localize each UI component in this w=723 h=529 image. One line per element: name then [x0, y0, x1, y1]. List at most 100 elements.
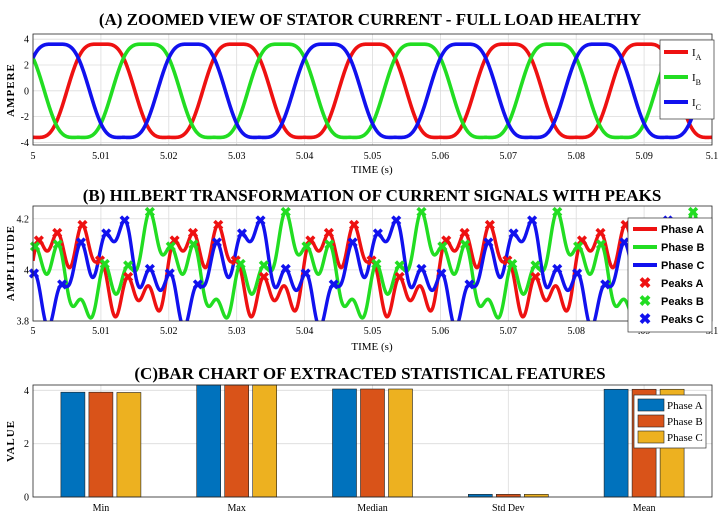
peak-marker-b: ✖: [506, 258, 518, 273]
bar-mean-phase-a: [603, 388, 629, 498]
peak-marker-b: ✖: [572, 240, 584, 255]
panel-b-y-label: AMPLITUDE: [5, 225, 17, 301]
panel-b-legend: Phase A Phase B Phase C ✖ Peaks A ✖ Peak…: [627, 217, 713, 333]
peak-marker-b: ✖: [258, 260, 270, 275]
peak-marker-a: ✖: [77, 219, 89, 234]
bar-min-phase-b: [88, 391, 114, 498]
panel-b-x-tick: 5: [31, 326, 36, 337]
panel-c-x-tick: Mean: [633, 503, 656, 514]
legend-label-ib: IB: [692, 72, 701, 87]
series-line-phase-b: [33, 210, 712, 320]
peak-marker-b: ✖: [687, 206, 699, 221]
panel-b-x-tick: 5.08: [567, 326, 585, 337]
legend-label-phase-b: Phase B: [661, 242, 704, 254]
peak-marker-c: ✖: [236, 227, 248, 242]
legend-label-ia-sub: A: [696, 53, 702, 62]
peak-marker-c: ✖: [618, 237, 630, 252]
panel-b-x-tick: 5.05: [364, 326, 382, 337]
peak-marker-c: ✖: [300, 267, 312, 282]
panel-a-y-tick: 0: [24, 86, 29, 97]
peak-marker-a: ✖: [394, 271, 406, 286]
peak-marker-b: ✖: [165, 240, 177, 255]
panel-a-x-tick: 5.01: [92, 151, 110, 162]
legend-label-phase-a: Phase A: [661, 224, 704, 236]
panel-a-x-label: TIME (s): [351, 164, 393, 176]
peak-marker-c: ✖: [372, 227, 384, 242]
bar-median-phase-c: [388, 388, 413, 498]
legend-label-ic: IC: [692, 97, 701, 112]
series-line-phase-c: [33, 218, 712, 321]
panel-b-x-tick: 5.03: [228, 326, 246, 337]
peak-marker-c: ✖: [347, 237, 359, 252]
legend-label-ib-main: I: [692, 72, 696, 84]
panel-a-x-tick: 5.02: [160, 151, 178, 162]
panel-c-y-tick: 0: [24, 493, 29, 504]
peak-marker-a: ✖: [530, 271, 542, 286]
peak-marker-b: ✖: [144, 206, 156, 221]
peak-marker-a: ✖: [94, 255, 106, 270]
legend-marker-peaks-c: ✖: [639, 312, 652, 328]
peak-marker-c: ✖: [571, 267, 583, 282]
peak-marker-c: ✖: [100, 227, 112, 242]
panel-a-legend: I A IB IC: [659, 39, 715, 120]
peak-marker-c: ✖: [211, 237, 223, 252]
panel-a-x-tick: 5.08: [567, 151, 585, 162]
panel-a-x-tick: 5.06: [432, 151, 450, 162]
panel-a-y-tick: -4: [21, 138, 29, 149]
panel-c-y-ticks: 4 2 0: [24, 386, 29, 504]
peak-marker-a: ✖: [305, 234, 317, 249]
peak-marker-b: ✖: [280, 206, 292, 221]
panel-c-x-tick: Min: [93, 503, 110, 514]
bar-max-phase-b: [224, 384, 249, 498]
legend-marker-peaks-a: ✖: [639, 276, 652, 292]
peak-marker-b: ✖: [323, 238, 335, 253]
panel-c-y-tick: 4: [24, 386, 29, 397]
panel-b-x-tick: 5.01: [92, 326, 110, 337]
peak-marker-c: ✖: [551, 263, 563, 278]
peak-marker-c: ✖: [144, 263, 156, 278]
panel-c-y-label: VALUE: [5, 420, 17, 462]
peak-marker-a: ✖: [122, 271, 134, 286]
panel-c: (C)BAR CHART OF EXTRACTED STATISTICAL FE…: [5, 364, 713, 514]
panel-b-legend-box: [627, 217, 713, 333]
panel-b-y-tick: 4.2: [17, 214, 30, 225]
panel-b-y-ticks: 4.2 4 3.8: [17, 214, 30, 327]
legend-marker-peaks-b: ✖: [639, 294, 652, 310]
panel-b: (B) HILBERT TRANSFORMATION OF CURRENT SI…: [5, 186, 718, 353]
panel-a-y-tick: -2: [21, 112, 29, 123]
peak-marker-c: ✖: [508, 227, 520, 242]
peak-marker-a: ✖: [595, 227, 607, 242]
bar-min-phase-c: [116, 392, 142, 498]
peak-marker-a: ✖: [366, 255, 378, 270]
panel-c-y-tick: 2: [24, 439, 29, 450]
legend-label-ic-main: I: [692, 97, 696, 109]
panel-a-series: [33, 42, 712, 140]
bar-max-phase-c: [252, 384, 277, 498]
peak-marker-c: ✖: [56, 279, 68, 294]
peak-marker-b: ✖: [99, 258, 111, 273]
panel-a-y-label: AMPERE: [5, 63, 17, 117]
panel-b-x-ticks: 55.015.025.035.045.055.065.075.08.095.1: [31, 326, 719, 337]
panel-a-y-ticks: 4 2 0 -2 -4: [21, 35, 29, 149]
peak-marker-c: ✖: [255, 214, 267, 229]
panel-a: (A) ZOOMED VIEW OF STATOR CURRENT - FULL…: [5, 10, 718, 176]
panel-c-x-tick: Std Dev: [492, 503, 525, 514]
panel-a-y-tick: 4: [24, 35, 29, 46]
legend-label-bar-phase-b: Phase B: [667, 416, 703, 428]
peak-marker-a: ✖: [51, 227, 63, 242]
panel-b-y-tick: 3.8: [17, 317, 30, 328]
legend-label-bar-phase-c: Phase C: [667, 432, 703, 444]
legend-swatch-bar-phase-a: [637, 398, 665, 412]
peak-marker-b: ✖: [595, 238, 607, 253]
peak-marker-c: ✖: [119, 214, 131, 229]
panel-c-title: (C)BAR CHART OF EXTRACTED STATISTICAL FE…: [134, 364, 605, 383]
peak-marker-b: ✖: [436, 240, 448, 255]
legend-label-bar-phase-a: Phase A: [667, 400, 703, 412]
peak-marker-c: ✖: [599, 279, 611, 294]
peak-marker-a: ✖: [459, 227, 471, 242]
panel-b-x-label: TIME (s): [351, 341, 393, 353]
peak-marker-c: ✖: [164, 267, 176, 282]
peak-marker-b: ✖: [29, 240, 41, 255]
peak-marker-c: ✖: [464, 279, 476, 294]
